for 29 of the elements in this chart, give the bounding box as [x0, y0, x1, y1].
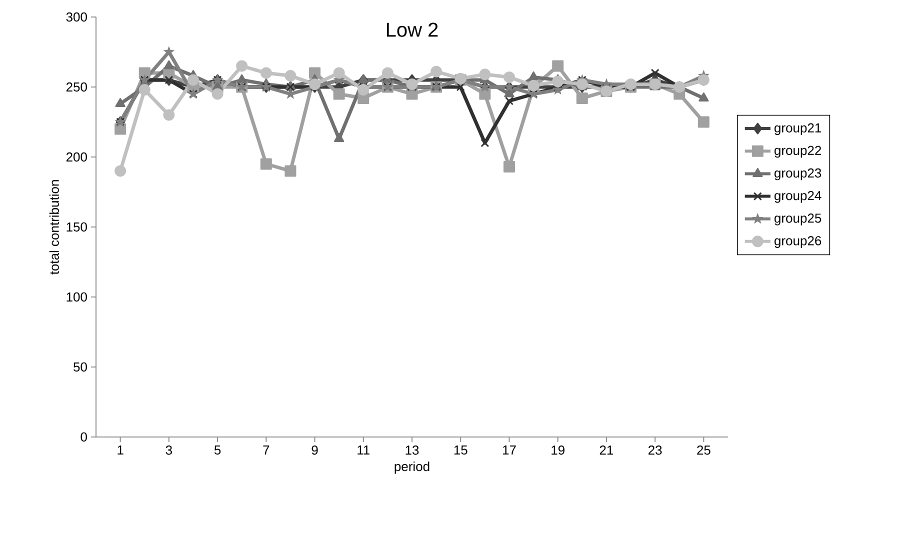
x-tick-label: 9	[312, 446, 318, 455]
x-tick-label: 13	[406, 446, 419, 455]
y-tick-label: 0	[80, 432, 87, 442]
x-tick-label: 25	[697, 446, 710, 455]
x-tick-label: 1	[118, 446, 124, 454]
x-tick-label: 3	[166, 446, 172, 455]
legend-label: group23	[774, 168, 822, 180]
x-axis-title: period	[394, 462, 430, 474]
legend-label: group24	[774, 190, 822, 203]
y-tick-label: 150	[66, 222, 87, 232]
y-tick-label: 100	[66, 292, 87, 302]
chart-title: Low 2	[386, 22, 438, 37]
x-tick-label: 19	[552, 446, 564, 455]
x-tick-label: 11	[358, 446, 370, 454]
legend-label: group22	[774, 146, 822, 158]
x-tick-label: 17	[502, 446, 516, 454]
x-tick-label: 23	[648, 446, 662, 455]
y-tick-label: 250	[66, 82, 87, 92]
y-axis-title: total contribution	[49, 180, 59, 274]
y-tick-label: 300	[66, 12, 87, 22]
x-tick-label: 15	[454, 446, 468, 455]
legend-label: group26	[774, 236, 822, 248]
x-tick-label: 7	[263, 446, 270, 454]
legend-label: group21	[774, 123, 822, 136]
x-tick-label: 21	[600, 446, 614, 455]
y-tick-label: 200	[66, 152, 87, 162]
legend-label: group25	[774, 214, 822, 226]
x-tick-label: 5	[214, 446, 221, 455]
y-tick-label: 50	[74, 362, 87, 372]
